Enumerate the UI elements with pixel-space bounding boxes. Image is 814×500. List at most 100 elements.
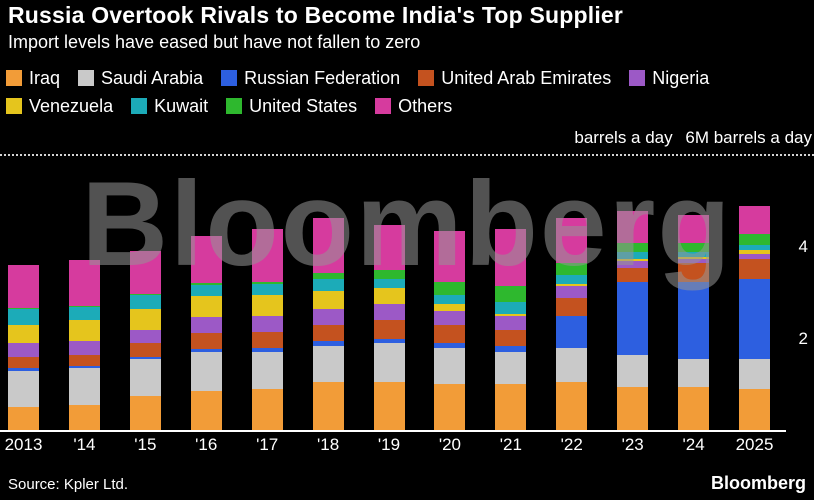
legend-item-russian-federation: Russian Federation (221, 65, 400, 91)
bar--14 (68, 260, 100, 430)
segment-kuwait (373, 279, 405, 289)
segment-others (678, 215, 710, 243)
segment-united-states (8, 308, 39, 310)
segment-saudi-arabia (373, 343, 405, 383)
segment-kuwait (8, 309, 39, 325)
segment-others (129, 251, 161, 295)
segment-nigeria (312, 309, 344, 325)
segment-russian-federation (129, 356, 161, 360)
segment-saudi-arabia (251, 352, 283, 389)
segment-united-states (617, 242, 649, 252)
segment-united-arab-emirates (556, 297, 588, 316)
segment-venezuela (68, 320, 100, 341)
segment-russian-federation (556, 315, 588, 348)
legend-swatch-russian-federation (221, 70, 238, 86)
segment-iraq (678, 386, 710, 430)
x-axis-labels: 2013 '14 '15 '16 '17 '18 '19 '20 '21 '22 '23 '24 202… (5, 435, 774, 457)
segment-nigeria (129, 329, 161, 344)
bar--18 (312, 217, 344, 430)
legend-swatch-venezuela (6, 98, 22, 114)
segment-nigeria (617, 261, 649, 268)
legend-item-venezuela: Venezuela (6, 93, 113, 119)
segment-iraq (190, 391, 222, 430)
segment-russian-federation (739, 279, 770, 360)
legend-label: Others (398, 95, 453, 116)
bar-2013 (8, 264, 39, 430)
legend-item-nigeria: Nigeria (629, 65, 709, 91)
segment-iraq (251, 388, 283, 430)
legend-item-united-arab-emirates: United Arab Emirates (418, 65, 611, 91)
segment-united-states (434, 281, 466, 296)
legend-item-kuwait: Kuwait (131, 93, 208, 119)
legend-item-others: Others (375, 93, 452, 119)
bar--23 (617, 210, 649, 430)
segment-saudi-arabia (556, 347, 588, 383)
segment-russian-federation (373, 338, 405, 344)
chart-title: Russia Overtook Rivals to Become India's… (8, 2, 624, 28)
segment-united-states (556, 263, 588, 275)
segment-united-arab-emirates (373, 320, 405, 339)
segment-iraq (312, 382, 344, 430)
segment-venezuela (495, 313, 527, 316)
segment-nigeria (739, 254, 770, 259)
legend-swatch-saudi-arabia (78, 70, 95, 86)
segment-nigeria (251, 315, 283, 332)
segment-venezuela (617, 258, 649, 262)
segment-united-arab-emirates (617, 267, 649, 282)
legend-label: Saudi Arabia (101, 67, 204, 88)
segment-united-arab-emirates (495, 329, 527, 346)
segment-nigeria (373, 304, 405, 321)
segment-others (617, 210, 649, 243)
segment-russian-federation (190, 348, 222, 353)
segment-united-states (312, 272, 344, 280)
segment-nigeria (678, 258, 710, 264)
segment-nigeria (495, 315, 527, 330)
segment-others (251, 229, 283, 282)
axis-unit-labels: barrels a day 6M barrels a day (574, 128, 812, 148)
segment-others (190, 235, 222, 284)
legend-swatch-kuwait (131, 98, 148, 114)
segment-nigeria (68, 340, 100, 355)
legend-label: Iraq (29, 67, 61, 88)
segment-russian-federation (678, 281, 710, 360)
segment-nigeria (556, 286, 588, 298)
x-axis-label--21: '21 (499, 435, 522, 454)
segment-saudi-arabia (434, 347, 466, 385)
segment-united-states (678, 242, 710, 252)
legend-label: Russian Federation (244, 67, 401, 88)
legend-label: Venezuela (29, 95, 114, 116)
axis-unit-label-right: 6M barrels a day (685, 128, 812, 147)
axis-unit-label-left: barrels a day (574, 128, 673, 147)
legend-item-united-states: United States (226, 93, 357, 119)
segment-iraq (373, 382, 405, 430)
segment-united-states (68, 305, 100, 307)
segment-united-states (129, 294, 161, 296)
x-axis-label--20: '20 (438, 435, 461, 454)
segment-others (434, 231, 466, 282)
segment-kuwait (739, 245, 770, 250)
segment-russian-federation (312, 340, 344, 346)
x-axis-label--14: '14 (73, 435, 96, 454)
segment-saudi-arabia (617, 354, 649, 387)
segment-iraq (739, 388, 770, 430)
x-axis-label--24: '24 (682, 435, 705, 454)
segment-iraq (434, 384, 466, 430)
segment-venezuela (434, 304, 466, 312)
x-axis-label--19: '19 (377, 435, 401, 454)
segment-nigeria (190, 316, 222, 333)
segment-kuwait (129, 295, 161, 310)
y-axis-tick-2: 2 (798, 328, 808, 348)
bar--24 (678, 215, 710, 430)
segment-others (556, 217, 588, 264)
segment-united-arab-emirates (251, 331, 283, 348)
segment-venezuela (190, 296, 222, 317)
x-axis-label--15: '15 (134, 435, 157, 454)
bars-layer (8, 156, 770, 430)
segment-iraq (8, 407, 39, 430)
segment-iraq (495, 384, 527, 430)
segment-united-states (495, 286, 527, 303)
segment-venezuela (739, 249, 770, 255)
segment-united-arab-emirates (129, 343, 161, 357)
bar--19 (373, 224, 405, 430)
